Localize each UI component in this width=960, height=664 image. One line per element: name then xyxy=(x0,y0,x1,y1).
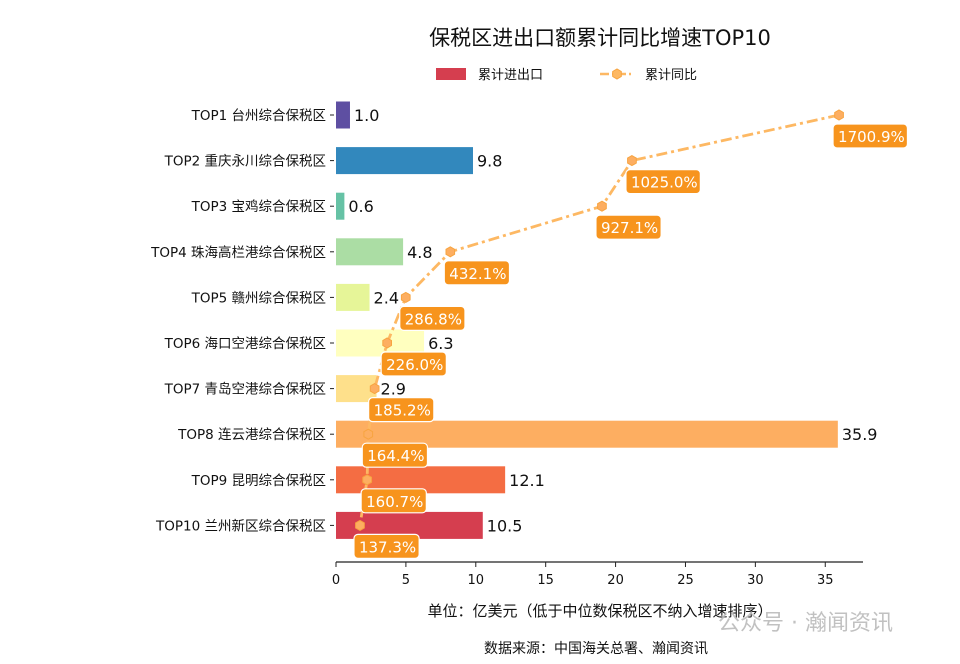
bar-value-label: 2.4 xyxy=(374,288,399,307)
bar-value-label: 6.3 xyxy=(428,334,453,353)
y-tick-label: TOP1 台州综合保税区 xyxy=(191,108,326,124)
legend-bar-swatch xyxy=(436,68,466,80)
growth-label-box xyxy=(595,214,662,240)
bar xyxy=(336,375,377,403)
x-tick-label: 30 xyxy=(747,573,764,588)
y-tick-label: TOP8 连云港综合保税区 xyxy=(177,427,326,443)
growth-label-box xyxy=(368,397,435,423)
bar-value-label: 10.5 xyxy=(487,516,523,535)
growth-marker xyxy=(362,474,372,486)
growth-marker xyxy=(597,200,607,212)
growth-label-box xyxy=(625,169,701,195)
growth-marker xyxy=(382,337,392,349)
growth-value-label: 185.2% xyxy=(374,402,431,420)
legend-line-marker xyxy=(612,68,622,80)
legend-line-label: 累计同比 xyxy=(645,68,697,83)
y-tick-label: TOP4 珠海高栏港综合保税区 xyxy=(150,244,326,261)
y-tick-label: TOP9 昆明综合保税区 xyxy=(191,473,326,489)
growth-value-label: 226.0% xyxy=(386,356,443,374)
legend-bar-label: 累计进出口 xyxy=(478,68,543,83)
y-tick-label: TOP2 重庆永川综合保税区 xyxy=(164,154,326,170)
bar-value-label: 4.8 xyxy=(407,243,432,262)
bar xyxy=(336,147,473,175)
growth-value-label: 164.4% xyxy=(367,447,424,465)
growth-label-box xyxy=(353,533,420,560)
bar xyxy=(336,101,350,129)
x-tick-label: 20 xyxy=(607,573,624,588)
y-tick-label: TOP10 兰州新区综合保税区 xyxy=(155,518,326,534)
growth-label-box xyxy=(360,488,427,514)
growth-marker xyxy=(627,155,637,167)
growth-value-label: 286.8% xyxy=(405,310,462,328)
y-tick-label: TOP3 宝鸡综合保税区 xyxy=(191,198,326,215)
bar-value-label: 0.6 xyxy=(348,197,373,216)
x-tick-label: 25 xyxy=(677,573,694,588)
growth-marker xyxy=(363,428,374,440)
growth-label-box xyxy=(361,442,429,468)
growth-value-label: 1025.0% xyxy=(631,174,698,192)
growth-label-box xyxy=(832,123,909,149)
bar-value-label: 9.8 xyxy=(477,152,502,171)
bar xyxy=(336,283,370,311)
x-tick-label: 15 xyxy=(537,573,554,588)
growth-marker xyxy=(355,519,365,531)
bar-value-label: 12.1 xyxy=(509,471,545,490)
growth-label-box xyxy=(380,351,447,377)
growth-label-box xyxy=(399,305,466,331)
legend: 累计进出口 累计同比 xyxy=(436,68,697,83)
growth-marker xyxy=(445,246,456,258)
bar-value-label: 2.9 xyxy=(381,380,406,399)
growth-value-label: 432.1% xyxy=(449,265,506,283)
growth-marker xyxy=(369,383,380,395)
source-note: 数据来源：中国海关总署、瀚闻资讯 xyxy=(484,641,708,657)
chart-title: 保税区进出口额累计同比增速TOP10 xyxy=(429,26,771,50)
growth-marker xyxy=(400,291,411,303)
growth-label-box xyxy=(443,260,511,286)
bar xyxy=(336,192,345,220)
bar xyxy=(336,238,404,266)
growth-value-label: 160.7% xyxy=(366,493,423,511)
growth-marker xyxy=(834,109,844,121)
y-tick-label: TOP7 青岛空港综合保税区 xyxy=(164,382,326,398)
growth-value-label: 927.1% xyxy=(601,219,658,237)
watermark: 公众号 · 瀚闻资讯 xyxy=(718,611,893,636)
bar-value-label: 35.9 xyxy=(842,425,878,444)
bar-value-label: 1.0 xyxy=(354,106,379,125)
x-tick-label: 10 xyxy=(468,573,485,588)
x-tick-label: 35 xyxy=(817,573,834,588)
x-tick-label: 5 xyxy=(402,573,410,588)
growth-value-label: 1700.9% xyxy=(838,128,905,146)
x-tick-label: 0 xyxy=(332,573,340,588)
growth-value-label: 137.3% xyxy=(359,538,416,556)
y-tick-label: TOP6 海口空港综合保税区 xyxy=(164,336,326,352)
x-axis-label: 单位：亿美元（低于中位数保税区不纳入增速排序） xyxy=(427,602,772,620)
y-tick-label: TOP5 赣州综合保税区 xyxy=(191,290,326,306)
